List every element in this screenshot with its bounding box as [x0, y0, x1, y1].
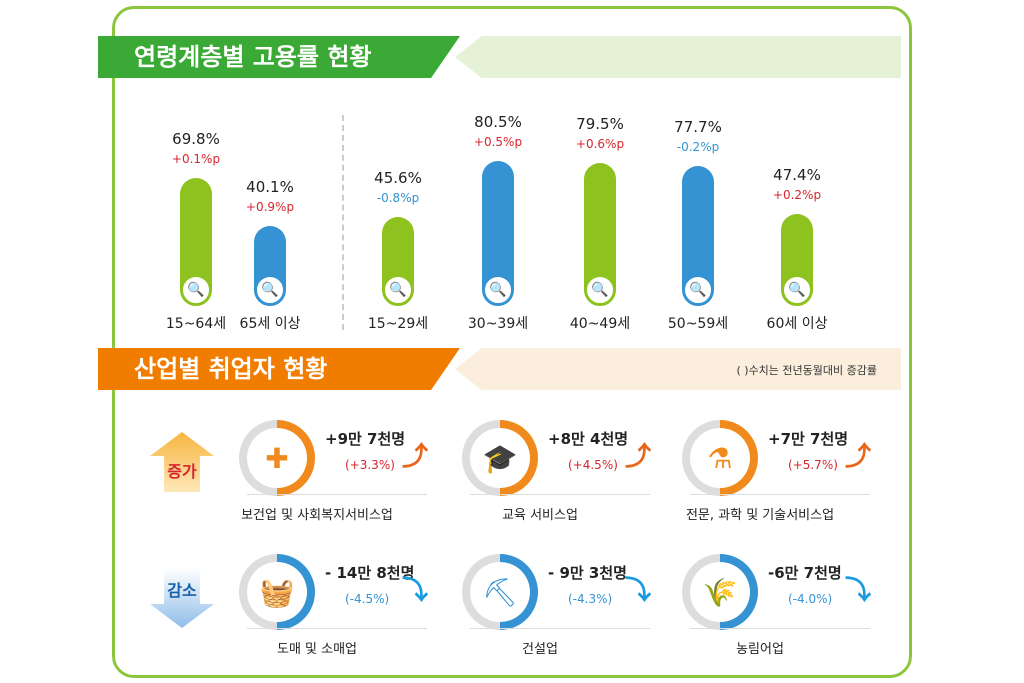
bar: [180, 178, 212, 290]
change-label: +0.2%p: [772, 188, 822, 203]
increase-trend-arrow-icon: ⤴: [845, 442, 872, 472]
excavator-ring: ⛏: [462, 554, 538, 630]
change-count: +9만 7천명: [325, 430, 406, 448]
medical-kit-ring: ✚: [239, 420, 315, 496]
bar: [482, 161, 514, 290]
change-label: +0.5%p: [473, 135, 523, 150]
category-label: 65세 이상: [239, 316, 301, 332]
change-count: +7만 7천명: [768, 430, 849, 448]
value-label: 79.5%: [576, 114, 624, 133]
decrease-trend-arrow-icon: ⤵: [625, 576, 652, 606]
change-percent: (+3.3%): [345, 458, 395, 472]
document-search-icon: 🔍: [482, 274, 514, 306]
category-label: 40~49세: [569, 316, 631, 332]
industry-name: 농림어업: [736, 642, 784, 657]
increase-label: 증가: [167, 462, 197, 481]
divider: [470, 628, 650, 629]
industry-name: 교육 서비스업: [502, 508, 578, 523]
document-search-icon: 🔍: [382, 274, 414, 306]
change-label: +0.6%p: [575, 136, 625, 151]
value-label: 77.7%: [674, 117, 722, 136]
value-label: 80.5%: [474, 113, 522, 132]
change-percent: (+4.5%): [568, 458, 618, 472]
increase-trend-arrow-icon: ⤴: [402, 442, 429, 472]
graduation-cap-ring: 🎓: [462, 420, 538, 496]
divider: [342, 115, 344, 330]
divider: [470, 494, 650, 495]
decrease-trend-arrow-icon: ⤵: [845, 576, 872, 606]
graduation-cap-icon: 🎓: [482, 441, 518, 475]
divider: [247, 628, 427, 629]
decrease-label: 감소: [167, 581, 197, 600]
wheat-ring: 🌾: [682, 554, 758, 630]
change-percent: (-4.0%): [788, 592, 833, 606]
section-title-age: 연령계층별 고용률 현황: [98, 36, 460, 78]
change-percent: (+5.7%): [788, 458, 838, 472]
change-label: -0.8%p: [376, 191, 420, 206]
industry-name: 전문, 과학 및 기술서비스업: [685, 508, 835, 523]
excavator-icon: ⛏: [482, 575, 518, 609]
industry-name: 건설업: [522, 642, 558, 657]
change-count: -6만 7천명: [768, 564, 842, 582]
note: ( )수치는 전년동월대비 증감률: [736, 364, 877, 377]
document-search-icon: 🔍: [781, 274, 813, 306]
document-search-icon: 🔍: [682, 274, 714, 306]
document-search-icon: 🔍: [584, 274, 616, 306]
flask-icon: ⚗: [707, 441, 733, 475]
wheat-icon: 🌾: [702, 575, 738, 609]
basket-ring: 🧺: [239, 554, 315, 630]
flask-ring: ⚗: [682, 420, 758, 496]
divider: [690, 494, 870, 495]
increase-trend-arrow-icon: ⤴: [625, 442, 652, 472]
change-label: -0.2%p: [676, 139, 720, 154]
change-count: - 9만 3천명: [548, 564, 627, 582]
category-label: 15~64세: [165, 316, 227, 332]
change-percent: (-4.3%): [568, 592, 613, 606]
section-title-industry: 산업별 취업자 현황: [98, 348, 460, 390]
bar: [682, 165, 714, 290]
decrease-trend-arrow-icon: ⤵: [402, 576, 429, 606]
category-label: 30~39세: [467, 316, 529, 332]
header-band: ( )수치는 전년동월대비 증감률: [455, 348, 901, 390]
medical-kit-icon: ✚: [265, 441, 289, 475]
document-search-icon: 🔍: [254, 274, 286, 306]
change-count: +8만 4천명: [548, 430, 629, 448]
category-label: 15~29세: [367, 316, 429, 332]
value-label: 40.1%: [246, 177, 294, 196]
change-label: +0.9%p: [245, 199, 295, 214]
change-percent: (-4.5%): [345, 592, 390, 606]
change-count: - 14만 8천명: [325, 564, 415, 582]
divider: [690, 628, 870, 629]
value-label: 47.4%: [773, 166, 821, 185]
category-label: 60세 이상: [766, 316, 828, 332]
industry-name: 도매 및 소매업: [276, 642, 358, 657]
change-label: +0.1%p: [171, 152, 221, 167]
divider: [247, 494, 427, 495]
bar: [584, 162, 616, 290]
value-label: 45.6%: [374, 169, 422, 188]
basket-icon: 🧺: [259, 575, 295, 609]
category-label: 50~59세: [667, 316, 729, 332]
industry-name: 보건업 및 사회복지서비스업: [241, 508, 393, 523]
document-search-icon: 🔍: [180, 274, 212, 306]
header-band: [455, 36, 901, 78]
value-label: 69.8%: [172, 130, 220, 149]
